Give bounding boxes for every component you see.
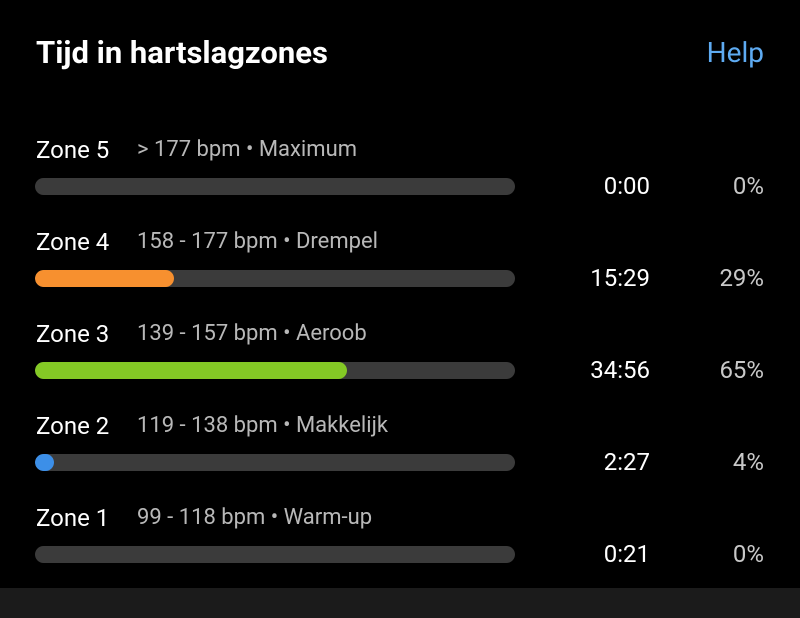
zone-range: 139 - 157 bpm • Aeroob	[137, 321, 367, 346]
zone-time: 34:56	[590, 356, 650, 384]
title: Tijd in hartslagzones	[36, 34, 328, 71]
zone-range: 158 - 177 bpm • Drempel	[137, 229, 378, 254]
zone-name: Zone 1	[36, 504, 110, 532]
help-link[interactable]: Help	[706, 36, 764, 69]
zone-percent: 29%	[719, 264, 764, 292]
zone-percent: 0%	[732, 540, 764, 568]
bar-track	[35, 362, 515, 379]
zone-name: Zone 5	[36, 136, 110, 164]
zone-name: Zone 4	[36, 228, 110, 256]
bottom-bar	[0, 588, 800, 618]
zone-percent: 4%	[732, 448, 764, 476]
bar-track	[35, 270, 515, 287]
zone-range: 119 - 138 bpm • Makkelijk	[137, 413, 389, 438]
zone-name: Zone 3	[36, 320, 110, 348]
bar-fill	[35, 362, 347, 379]
bar-track	[35, 454, 515, 471]
zone-name: Zone 2	[36, 412, 110, 440]
zone-time: 0:21	[603, 540, 650, 568]
bar-fill	[35, 454, 55, 471]
zone-time: 2:27	[603, 448, 650, 476]
zone-percent: 65%	[719, 356, 764, 384]
zone-percent: 0%	[732, 172, 764, 200]
bar-fill	[35, 270, 175, 287]
bar-track	[35, 178, 515, 195]
zone-range: > 177 bpm • Maximum	[137, 137, 357, 162]
bar-track	[35, 546, 515, 563]
zone-time: 15:29	[590, 264, 650, 292]
zone-time: 0:00	[603, 172, 650, 200]
zone-range: 99 - 118 bpm • Warm-up	[137, 505, 373, 530]
